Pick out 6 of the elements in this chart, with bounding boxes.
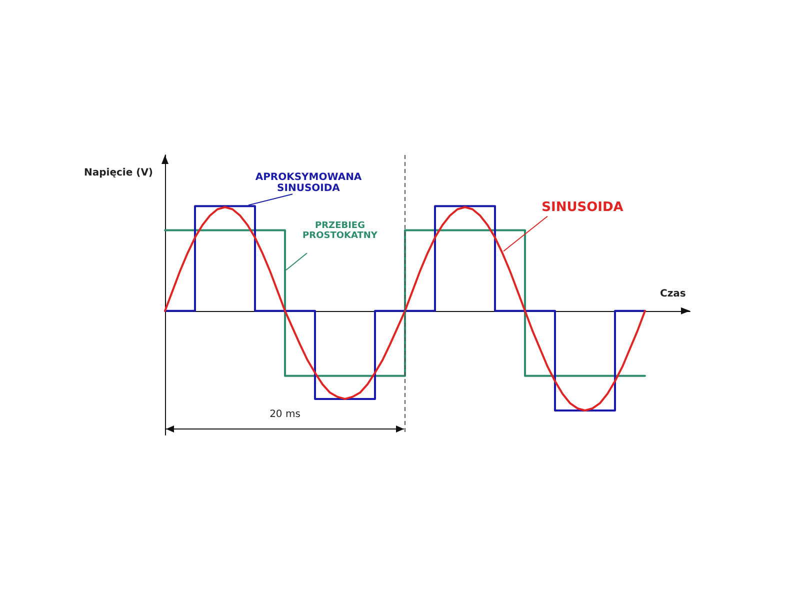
annotation: 20 ms xyxy=(268,409,302,420)
series-label: PRZEBIEG PROSTOKATNY xyxy=(302,221,378,242)
x-axis-title: Czas xyxy=(660,288,686,300)
text: SINUSOIDA xyxy=(540,200,624,216)
y-axis-title: Napięcie (V) xyxy=(84,168,153,178)
series-label: APROKSYMOWANA SINUSOIDA xyxy=(254,172,363,194)
